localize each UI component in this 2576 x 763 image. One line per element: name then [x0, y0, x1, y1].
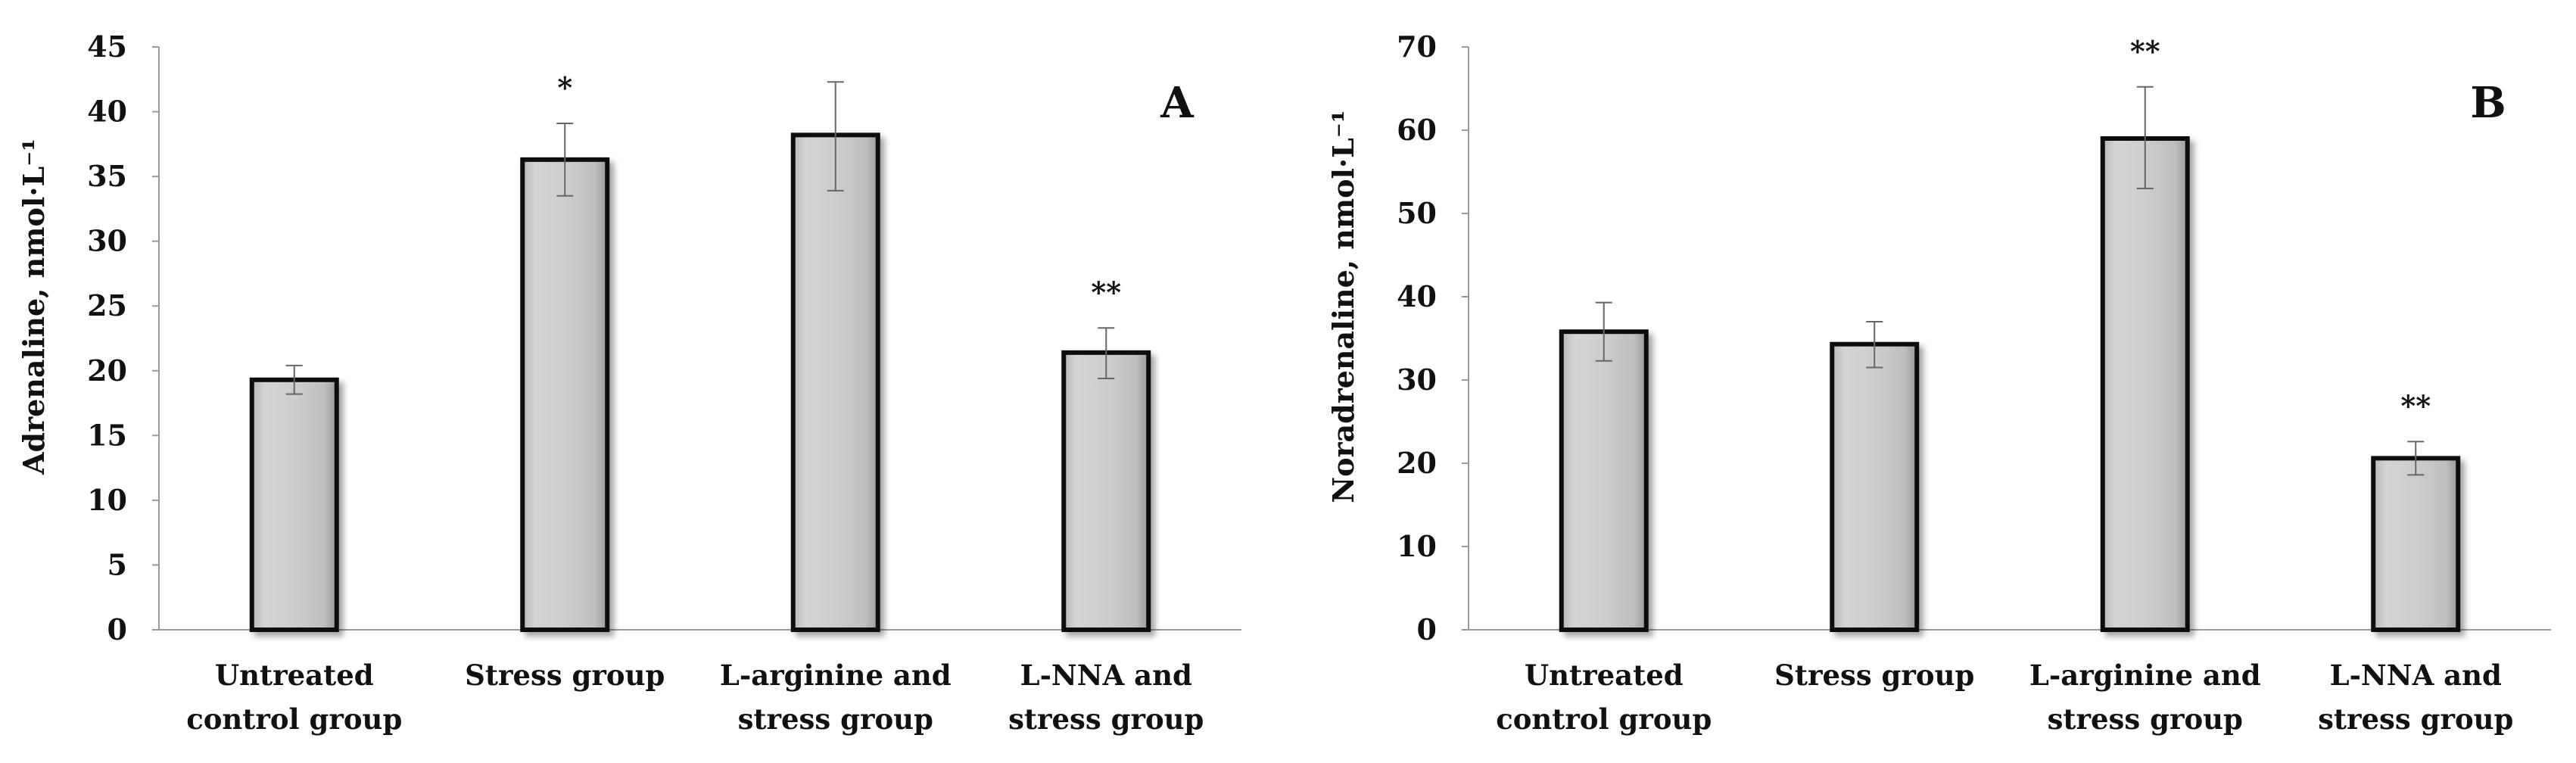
bar — [1830, 341, 1920, 632]
x-tick-label: L-arginine and — [720, 659, 952, 692]
x-tick-label: Stress group — [1774, 659, 1974, 692]
chart-noradrenaline: Noradrenaline, nmol·L⁻¹ B 0 10 20 30 40 50 60 7… — [1326, 30, 2551, 736]
y-tick-label: 60 — [1397, 113, 1437, 147]
significance-label: ** — [2130, 34, 2160, 68]
y-tick-label: 30 — [1397, 363, 1437, 397]
bar — [1559, 329, 1649, 632]
x-tick-label: Untreated — [1525, 659, 1684, 692]
y-axis-label: Adrenaline, nmol·L⁻¹ — [17, 139, 51, 475]
x-tick-label: control group — [1496, 702, 1712, 736]
x-tick-label: stress group — [1008, 702, 1204, 736]
x-tick-label: stress group — [738, 702, 933, 736]
x-tick-label: Stress group — [465, 659, 665, 692]
y-tick-label: 35 — [87, 159, 127, 193]
x-tick-label: L-NNA and — [1020, 659, 1192, 692]
bar — [2100, 136, 2190, 632]
bar — [2371, 456, 2461, 633]
panel-label: A — [1160, 78, 1195, 128]
x-tick-label: Untreated — [215, 659, 374, 692]
y-tick-label: 20 — [1397, 446, 1437, 480]
bar — [520, 157, 610, 633]
y-tick-label: 5 — [107, 547, 127, 581]
y-tick-label: 45 — [87, 30, 127, 64]
y-tick-label: 40 — [1397, 279, 1437, 313]
bar — [1061, 350, 1151, 632]
y-tick-label: 0 — [1417, 612, 1437, 646]
y-tick-label: 20 — [87, 353, 127, 388]
panel-label: B — [2470, 78, 2506, 128]
x-tick-label: control group — [186, 702, 402, 736]
y-tick-label: 15 — [87, 418, 127, 452]
x-tick-label: stress group — [2318, 702, 2513, 736]
bar — [790, 132, 880, 633]
y-tick-label: 10 — [1397, 529, 1437, 563]
significance-label: ** — [1091, 275, 1121, 309]
y-axis-label: Noradrenaline, nmol·L⁻¹ — [1326, 110, 1360, 503]
x-tick-label: L-NNA and — [2330, 659, 2502, 692]
significance-label: ** — [2400, 388, 2431, 422]
chart-adrenaline: Adrenaline, nmol·L⁻¹ A 0 5 10 15 20 25 30 35 40 4… — [17, 30, 1241, 736]
y-tick-label: 0 — [107, 612, 127, 646]
x-tick-label: L-arginine and — [2029, 659, 2261, 692]
y-tick-label: 70 — [1397, 30, 1437, 64]
bar — [249, 377, 339, 632]
y-tick-label: 25 — [87, 288, 127, 322]
significance-label: * — [557, 70, 572, 104]
y-tick-label: 10 — [87, 483, 127, 517]
y-tick-label: 40 — [87, 95, 127, 129]
x-tick-label: stress group — [2048, 702, 2243, 736]
y-tick-label: 30 — [87, 224, 127, 258]
y-tick-label: 50 — [1397, 196, 1437, 230]
